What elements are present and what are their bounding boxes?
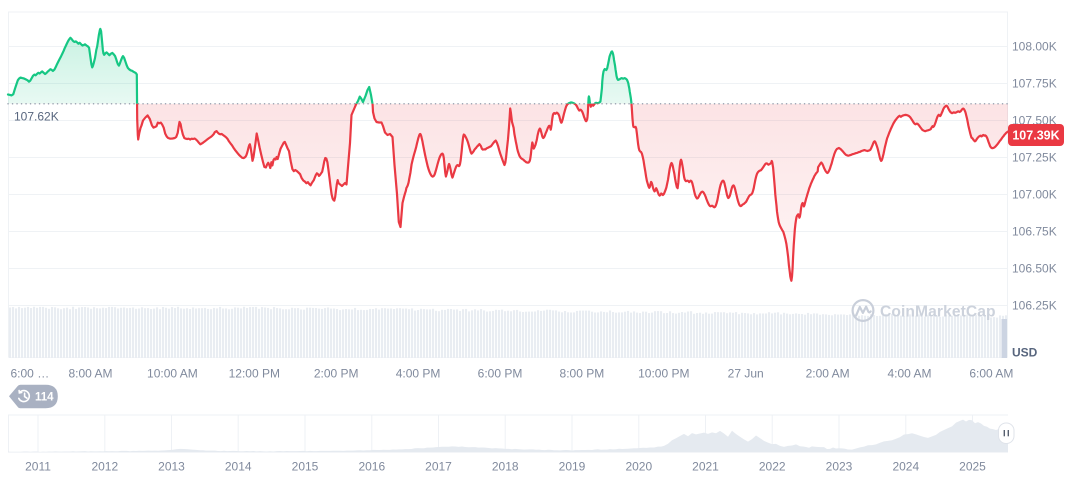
svg-text:107.75K: 107.75K	[1012, 77, 1057, 91]
svg-text:106.50K: 106.50K	[1012, 262, 1057, 276]
svg-text:6:00 AM: 6:00 AM	[969, 367, 1013, 381]
svg-text:4:00 AM: 4:00 AM	[887, 367, 931, 381]
svg-text:10:00 PM: 10:00 PM	[638, 367, 689, 381]
svg-text:2015: 2015	[292, 460, 319, 474]
svg-text:2022: 2022	[759, 460, 786, 474]
svg-text:8:00 AM: 8:00 AM	[68, 367, 112, 381]
svg-text:CoinMarketCap: CoinMarketCap	[880, 304, 996, 321]
svg-text:4:00 PM: 4:00 PM	[396, 367, 441, 381]
svg-text:2019: 2019	[559, 460, 586, 474]
svg-text:2025: 2025	[959, 460, 986, 474]
svg-text:107.39K: 107.39K	[1012, 129, 1059, 143]
svg-text:2014: 2014	[225, 460, 252, 474]
svg-text:2017: 2017	[425, 460, 452, 474]
svg-text:2021: 2021	[692, 460, 719, 474]
svg-text:108.00K: 108.00K	[1012, 40, 1057, 54]
svg-text:USD: USD	[1012, 346, 1038, 360]
svg-text:27 Jun: 27 Jun	[728, 367, 764, 381]
svg-text:2013: 2013	[158, 460, 185, 474]
svg-text:107.62K: 107.62K	[14, 110, 59, 124]
svg-text:6:00 …: 6:00 …	[11, 367, 50, 381]
svg-text:2:00 AM: 2:00 AM	[806, 367, 850, 381]
svg-text:12:00 PM: 12:00 PM	[229, 367, 280, 381]
svg-text:2011: 2011	[25, 460, 51, 474]
svg-text:107.00K: 107.00K	[1012, 188, 1057, 202]
svg-text:8:00 PM: 8:00 PM	[560, 367, 605, 381]
svg-text:6:00 PM: 6:00 PM	[478, 367, 523, 381]
svg-text:2016: 2016	[358, 460, 385, 474]
svg-text:107.25K: 107.25K	[1012, 151, 1057, 165]
svg-text:106.25K: 106.25K	[1012, 299, 1057, 313]
svg-text:2:00 PM: 2:00 PM	[314, 367, 359, 381]
svg-text:2020: 2020	[625, 460, 652, 474]
svg-text:10:00 AM: 10:00 AM	[147, 367, 198, 381]
svg-text:2023: 2023	[826, 460, 853, 474]
svg-text:2018: 2018	[492, 460, 519, 474]
svg-text:106.75K: 106.75K	[1012, 225, 1057, 239]
svg-text:2024: 2024	[892, 460, 919, 474]
svg-text:2012: 2012	[91, 460, 118, 474]
svg-text:114: 114	[35, 391, 54, 403]
